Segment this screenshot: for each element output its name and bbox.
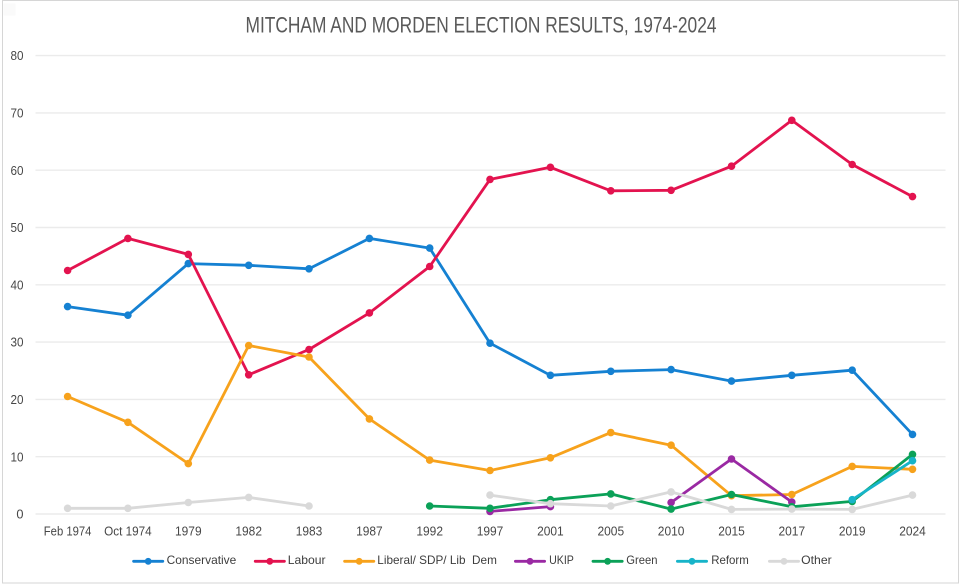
svg-text:Feb 1974: Feb 1974 — [44, 524, 92, 539]
svg-text:2024: 2024 — [899, 524, 926, 539]
svg-text:10: 10 — [11, 449, 24, 464]
svg-text:2005: 2005 — [598, 524, 625, 539]
svg-text:30: 30 — [11, 335, 24, 350]
svg-text:2001: 2001 — [537, 524, 564, 539]
svg-text:2017: 2017 — [779, 524, 806, 539]
svg-text:Green: Green — [626, 553, 657, 567]
svg-text:Other: Other — [801, 553, 832, 567]
svg-text:MITCHAM AND MORDEN ELECTION RE: MITCHAM AND MORDEN ELECTION RESULTS, 197… — [246, 13, 717, 38]
svg-text:Liberal/ SDP/ Lib Dem: Liberal/ SDP/ Lib Dem — [377, 553, 497, 567]
svg-text:2010: 2010 — [658, 524, 685, 539]
svg-text:20: 20 — [11, 392, 24, 407]
svg-text:1982: 1982 — [235, 524, 262, 539]
svg-text:UKIP: UKIP — [549, 553, 574, 567]
svg-text:1997: 1997 — [477, 524, 504, 539]
svg-text:1979: 1979 — [175, 524, 202, 539]
svg-text:50: 50 — [11, 220, 24, 235]
svg-text:1992: 1992 — [416, 524, 443, 539]
svg-text:Conservative: Conservative — [167, 553, 237, 567]
svg-text:1983: 1983 — [296, 524, 323, 539]
svg-text:70: 70 — [11, 106, 24, 121]
svg-text:1987: 1987 — [356, 524, 383, 539]
svg-text:60: 60 — [11, 163, 24, 178]
svg-text:2015: 2015 — [718, 524, 745, 539]
svg-text:2019: 2019 — [839, 524, 866, 539]
svg-text:Reform: Reform — [711, 553, 749, 567]
svg-text:Oct 1974: Oct 1974 — [104, 524, 152, 539]
svg-text:0: 0 — [16, 507, 23, 522]
svg-text:40: 40 — [11, 277, 24, 292]
svg-text:80: 80 — [11, 48, 24, 63]
svg-text:Labour: Labour — [288, 553, 326, 567]
